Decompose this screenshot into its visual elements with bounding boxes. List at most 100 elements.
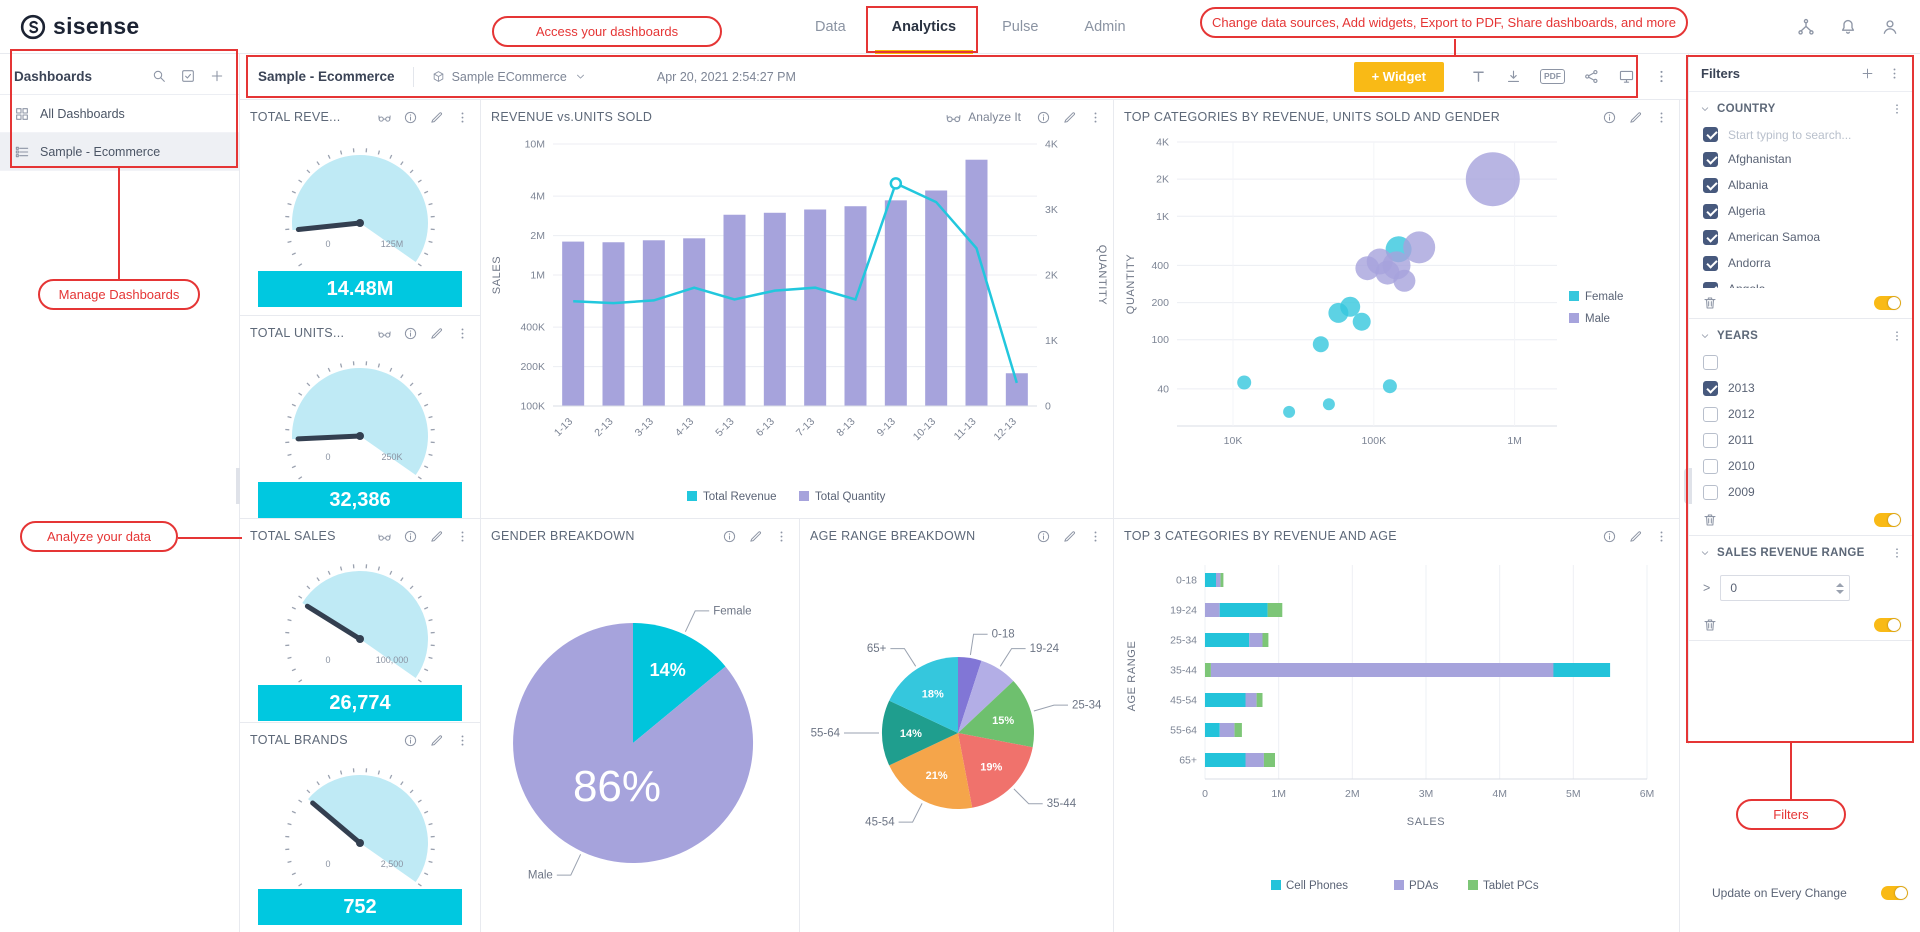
analyze-glasses-icon[interactable] — [377, 110, 392, 125]
checkbox[interactable] — [1703, 432, 1718, 448]
filter-item-afghanistan[interactable]: Afghanistan — [1689, 146, 1914, 172]
download-icon[interactable] — [1505, 68, 1522, 85]
info-icon[interactable] — [722, 529, 737, 544]
years-select-all[interactable] — [1689, 349, 1914, 375]
pdf-export-icon[interactable]: PDF — [1540, 69, 1565, 84]
more-icon[interactable] — [1653, 68, 1670, 85]
trash-icon[interactable] — [1702, 617, 1718, 633]
country-search-input[interactable] — [1728, 127, 1900, 142]
units-gauge[interactable]: 0 250K — [240, 344, 480, 482]
info-icon[interactable] — [1602, 110, 1617, 125]
age-range-pie-chart[interactable]: 0-18 19-24 25-34 15% 35-44 19% 45-54 21% 55-64 14… — [800, 547, 1113, 932]
add-widget-button[interactable]: + Widget — [1353, 61, 1444, 92]
info-icon[interactable] — [1602, 529, 1617, 544]
more-icon[interactable] — [1088, 529, 1103, 544]
sidebar-item-sample-ecommerce[interactable]: Sample - Ecommerce — [0, 133, 239, 171]
analyze-glasses-icon[interactable] — [377, 529, 392, 544]
country-filter-toggle[interactable] — [1874, 296, 1901, 310]
info-icon[interactable] — [403, 733, 418, 748]
more-icon[interactable] — [1890, 546, 1904, 560]
tab-pulse[interactable]: Pulse — [1002, 19, 1039, 35]
filter-item-2011[interactable]: 2011 — [1689, 427, 1914, 453]
more-icon[interactable] — [455, 110, 470, 125]
filter-item-2012[interactable]: 2012 — [1689, 401, 1914, 427]
tab-analytics[interactable]: Analytics — [869, 0, 979, 54]
more-icon[interactable] — [1890, 102, 1904, 116]
info-icon[interactable] — [403, 529, 418, 544]
range-filter-toggle[interactable] — [1874, 618, 1901, 632]
filter-item-american-samoa[interactable]: American Samoa — [1689, 224, 1914, 250]
edit-pencil-icon[interactable] — [429, 529, 444, 544]
edit-pencil-icon[interactable] — [1628, 529, 1643, 544]
years-filter-toggle[interactable] — [1874, 513, 1901, 527]
more-icon[interactable] — [1654, 110, 1669, 125]
checkbox[interactable] — [1703, 281, 1718, 288]
info-icon[interactable] — [403, 110, 418, 125]
trash-icon[interactable] — [1702, 295, 1718, 311]
tab-data[interactable]: Data — [815, 19, 846, 35]
select-all-checkbox[interactable] — [1703, 127, 1718, 142]
edit-pencil-icon[interactable] — [429, 110, 444, 125]
edit-pencil-icon[interactable] — [1062, 110, 1077, 125]
checkbox[interactable] — [1703, 203, 1718, 219]
top-categories-bubble-chart[interactable]: 40 100 200 400 1K 2K 4K 10K 100K 1M QUANTITY Female… — [1114, 128, 1679, 518]
user-icon[interactable] — [1880, 17, 1900, 37]
edit-pencil-icon[interactable] — [429, 733, 444, 748]
checkbox[interactable] — [1703, 484, 1718, 500]
more-icon[interactable] — [1887, 66, 1902, 81]
more-icon[interactable] — [1088, 110, 1103, 125]
edit-pencil-icon[interactable] — [1628, 110, 1643, 125]
filter-item-albania[interactable]: Albania — [1689, 172, 1914, 198]
sitemap-icon[interactable] — [1796, 17, 1816, 37]
info-icon[interactable] — [1036, 110, 1051, 125]
revenue-vs-units-chart[interactable]: 100K 200K 400K 1M 2M 4M 10M 0 1K 2K 3K 4K SALES QUANT… — [481, 128, 1113, 518]
analyze-glasses-icon[interactable] — [377, 326, 392, 341]
checkbox[interactable] — [1703, 458, 1718, 474]
info-icon[interactable] — [403, 326, 418, 341]
text-widget-icon[interactable] — [1470, 68, 1487, 85]
chevron-down-icon[interactable] — [1699, 103, 1711, 115]
filter-item-angola[interactable]: Angola — [1689, 276, 1914, 288]
info-icon[interactable] — [1036, 529, 1051, 544]
filter-item-algeria[interactable]: Algeria — [1689, 198, 1914, 224]
tv-icon[interactable] — [1618, 68, 1635, 85]
more-icon[interactable] — [774, 529, 789, 544]
checkbox[interactable] — [1703, 380, 1718, 396]
new-dashboard-plus-icon[interactable] — [209, 68, 225, 84]
more-icon[interactable] — [455, 733, 470, 748]
notifications-bell-icon[interactable] — [1838, 17, 1858, 37]
select-all-checkbox[interactable] — [1703, 354, 1718, 370]
checkbox[interactable] — [1703, 229, 1718, 245]
datasource-selector[interactable]: Sample ECommerce — [432, 70, 587, 84]
edit-pencil-icon[interactable] — [429, 326, 444, 341]
add-filter-plus-icon[interactable] — [1860, 66, 1875, 81]
checkbox[interactable] — [1703, 406, 1718, 422]
more-icon[interactable] — [455, 326, 470, 341]
edit-pencil-icon[interactable] — [748, 529, 763, 544]
more-icon[interactable] — [1654, 529, 1669, 544]
checkbox[interactable] — [1703, 177, 1718, 193]
gender-pie-chart[interactable]: Female 14% Male 86% — [481, 547, 799, 932]
edit-pencil-icon[interactable] — [1062, 529, 1077, 544]
checklist-icon[interactable] — [180, 68, 196, 84]
more-icon[interactable] — [455, 529, 470, 544]
filters-collapse-handle[interactable] — [1684, 468, 1692, 504]
chevron-down-icon[interactable] — [1699, 330, 1711, 342]
sidebar-item-all-dashboards[interactable]: All Dashboards — [0, 95, 239, 133]
stepper[interactable] — [1836, 582, 1845, 594]
filter-item-2009[interactable]: 2009 — [1689, 479, 1914, 505]
analyze-it-button[interactable]: Analyze It — [945, 109, 1021, 126]
filter-item-andorra[interactable]: Andorra — [1689, 250, 1914, 276]
range-value-input[interactable] — [1730, 581, 1837, 595]
tab-admin[interactable]: Admin — [1084, 19, 1126, 35]
checkbox[interactable] — [1703, 255, 1718, 271]
chevron-down-icon[interactable] — [1699, 547, 1711, 559]
more-icon[interactable] — [1890, 329, 1904, 343]
share-icon[interactable] — [1583, 68, 1600, 85]
update-on-change-toggle[interactable] — [1881, 886, 1908, 900]
filter-item-2010[interactable]: 2010 — [1689, 453, 1914, 479]
revenue-gauge[interactable]: 0 125M — [240, 128, 480, 271]
trash-icon[interactable] — [1702, 512, 1718, 528]
checkbox[interactable] — [1703, 151, 1718, 167]
sales-gauge[interactable]: 0 100,000 — [240, 547, 480, 685]
